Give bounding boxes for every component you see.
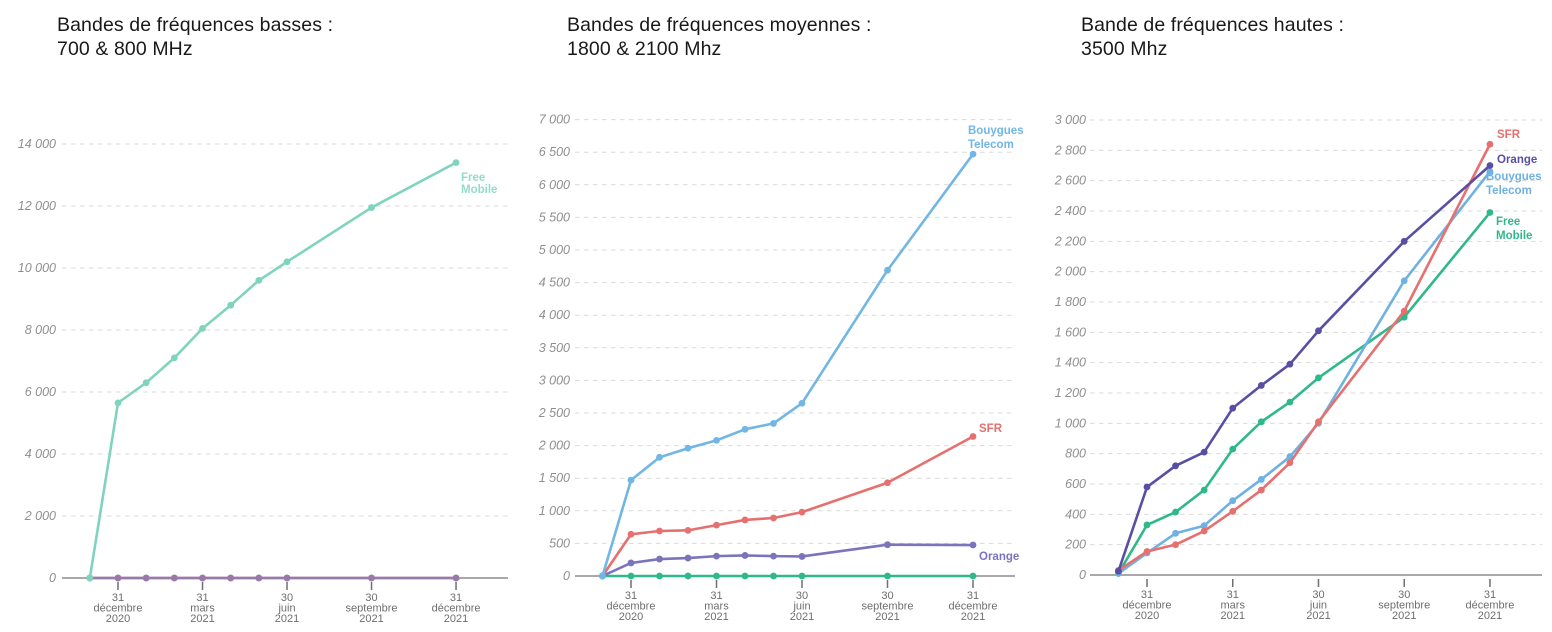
svg-text:Mobile: Mobile bbox=[1496, 230, 1532, 242]
svg-text:1 000: 1 000 bbox=[539, 504, 570, 518]
svg-text:Bouygues: Bouygues bbox=[968, 125, 1024, 137]
svg-text:Telecom: Telecom bbox=[968, 139, 1014, 151]
low-bands-plot: 0 2 000 4 000 6 000 8 000 10 000 12 000 14 000 3… bbox=[18, 137, 508, 625]
svg-text:Bouygues: Bouygues bbox=[1486, 171, 1542, 183]
svg-text:2 800: 2 800 bbox=[1054, 143, 1086, 157]
chart-title-line1: Bandes de fréquences moyennes : bbox=[567, 14, 872, 36]
svg-text:SFR: SFR bbox=[979, 423, 1003, 435]
svg-text:2 200: 2 200 bbox=[1054, 234, 1086, 248]
chart-title: Bandes de fréquences basses : 700 & 800 … bbox=[57, 13, 333, 61]
svg-text:1 000: 1 000 bbox=[1055, 416, 1086, 430]
svg-text:2 500: 2 500 bbox=[538, 406, 570, 420]
svg-text:8 000: 8 000 bbox=[25, 323, 56, 337]
svg-text:3 000: 3 000 bbox=[539, 373, 570, 387]
svg-text:SFR: SFR bbox=[1497, 129, 1521, 141]
svg-text:1 500: 1 500 bbox=[539, 471, 570, 485]
chart-title: Bande de fréquences hautes : 3500 Mhz bbox=[1081, 13, 1344, 61]
svg-text:6 000: 6 000 bbox=[25, 385, 56, 399]
svg-text:10 000: 10 000 bbox=[18, 261, 56, 275]
svg-text:6 000: 6 000 bbox=[539, 178, 570, 192]
svg-text:800: 800 bbox=[1065, 447, 1086, 461]
svg-text:200: 200 bbox=[1064, 538, 1086, 552]
chart-title-line1: Bandes de fréquences basses : bbox=[57, 14, 334, 36]
svg-text:Telecom: Telecom bbox=[1486, 185, 1532, 197]
svg-text:5 000: 5 000 bbox=[539, 243, 570, 257]
svg-text:6 500: 6 500 bbox=[539, 145, 570, 159]
mid-bands-plot: 0 500 1 000 1 500 2 000 2 500 3 000 3 500 4 000 4… bbox=[538, 113, 1024, 623]
chart-title-line1: Bande de fréquences hautes : bbox=[1081, 14, 1344, 36]
chart-title-line2: 1800 & 2100 Mhz bbox=[567, 38, 722, 60]
svg-text:Orange: Orange bbox=[979, 551, 1019, 563]
svg-text:4 000: 4 000 bbox=[25, 447, 56, 461]
svg-text:0: 0 bbox=[563, 569, 570, 583]
svg-text:1 600: 1 600 bbox=[1055, 325, 1086, 339]
svg-text:Free: Free bbox=[1496, 216, 1520, 228]
svg-text:1 400: 1 400 bbox=[1055, 356, 1086, 370]
svg-text:14 000: 14 000 bbox=[18, 137, 56, 151]
svg-text:5 500: 5 500 bbox=[539, 210, 570, 224]
svg-text:500: 500 bbox=[549, 536, 570, 550]
svg-text:0: 0 bbox=[1079, 568, 1086, 582]
svg-text:7 000: 7 000 bbox=[539, 113, 570, 127]
chart-low-bands: Bandes de fréquences basses : 700 & 800 … bbox=[0, 0, 517, 632]
svg-text:12 000: 12 000 bbox=[18, 199, 56, 213]
svg-text:4 000: 4 000 bbox=[539, 308, 570, 322]
chart-title: Bandes de fréquences moyennes : 1800 & 2… bbox=[567, 13, 871, 61]
high-bands-plot: 0 200 400 600 800 1 000 1 200 1 400 1 600 1 800 2 … bbox=[1054, 113, 1542, 622]
chart-title-line2: 700 & 800 MHz bbox=[57, 38, 193, 60]
chart-title-line2: 3500 Mhz bbox=[1081, 38, 1168, 60]
svg-text:Mobile: Mobile bbox=[461, 184, 497, 196]
svg-text:Free: Free bbox=[461, 172, 485, 184]
svg-text:2 600: 2 600 bbox=[1054, 174, 1086, 188]
svg-text:600: 600 bbox=[1065, 477, 1086, 491]
svg-text:2 400: 2 400 bbox=[1054, 204, 1086, 218]
svg-text:2 000: 2 000 bbox=[24, 509, 56, 523]
svg-text:0: 0 bbox=[49, 571, 56, 585]
svg-text:400: 400 bbox=[1065, 507, 1086, 521]
svg-text:2 000: 2 000 bbox=[1054, 265, 1086, 279]
svg-text:4 500: 4 500 bbox=[539, 276, 570, 290]
svg-text:2 000: 2 000 bbox=[538, 439, 570, 453]
svg-text:3 000: 3 000 bbox=[1055, 113, 1086, 127]
svg-text:1 200: 1 200 bbox=[1055, 386, 1086, 400]
svg-text:3 500: 3 500 bbox=[539, 341, 570, 355]
svg-text:Orange: Orange bbox=[1497, 154, 1537, 166]
chart-high-bands: Bande de fréquences hautes : 3500 Mhz 0 2… bbox=[1040, 0, 1552, 632]
chart-mid-bands: Bandes de fréquences moyennes : 1800 & 2… bbox=[520, 0, 1040, 632]
svg-text:1 800: 1 800 bbox=[1055, 295, 1086, 309]
